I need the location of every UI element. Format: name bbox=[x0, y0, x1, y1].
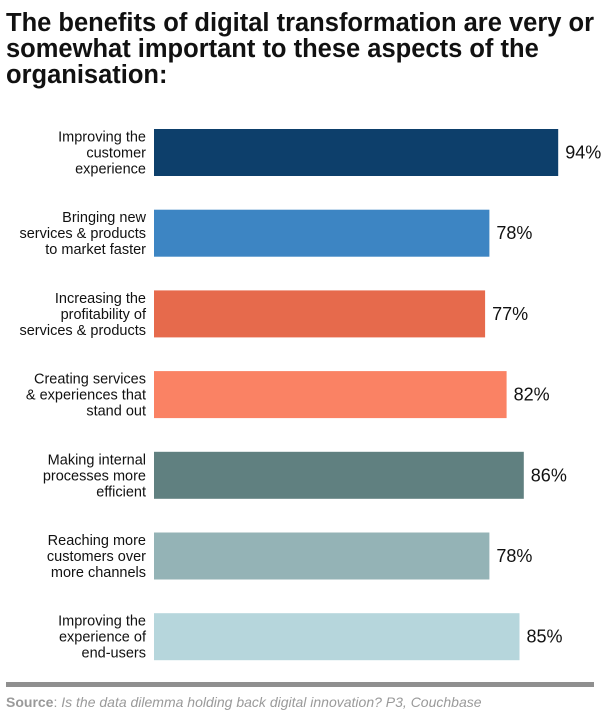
value-label-4: 82% bbox=[514, 385, 550, 405]
value-label-7: 85% bbox=[527, 627, 563, 647]
source-separator: : bbox=[53, 694, 58, 710]
value-label-3: 77% bbox=[492, 304, 528, 324]
value-label-5: 86% bbox=[531, 465, 567, 485]
value-label-6: 78% bbox=[496, 546, 532, 566]
category-label-3: Increasing the profitability of services &… bbox=[19, 291, 146, 339]
bar-3 bbox=[154, 290, 486, 338]
bar-2 bbox=[154, 209, 490, 257]
bar-1 bbox=[154, 129, 559, 176]
category-label-2: Bringing new services & products to market… bbox=[19, 210, 146, 258]
bar-7 bbox=[154, 613, 520, 661]
category-label-4: Creating services & experiences that stand… bbox=[26, 372, 146, 420]
footer-divider bbox=[6, 682, 594, 687]
bar-5 bbox=[154, 451, 524, 499]
bar-4 bbox=[154, 371, 507, 419]
source-label: Source bbox=[6, 694, 54, 710]
category-label-6: Reaching more customers over more channels bbox=[47, 533, 146, 581]
chart-title: The benefits of digital transformation a… bbox=[6, 9, 595, 89]
value-label-1: 94% bbox=[565, 143, 601, 163]
value-label-2: 78% bbox=[496, 223, 532, 243]
category-label-7: Improving the experience of end-users bbox=[58, 614, 147, 662]
bar-6 bbox=[154, 532, 490, 580]
source-text: Is the data dilemma holding back digital… bbox=[57, 694, 482, 710]
category-label-1: Improving the customer experience bbox=[58, 130, 146, 178]
bar-chart: 94% Improving the customer experience 78% Bri… bbox=[19, 129, 601, 662]
source-note: Source: Is the data dilemma holding back… bbox=[6, 694, 482, 710]
category-label-5: Making internal processes more efficient bbox=[43, 452, 146, 500]
